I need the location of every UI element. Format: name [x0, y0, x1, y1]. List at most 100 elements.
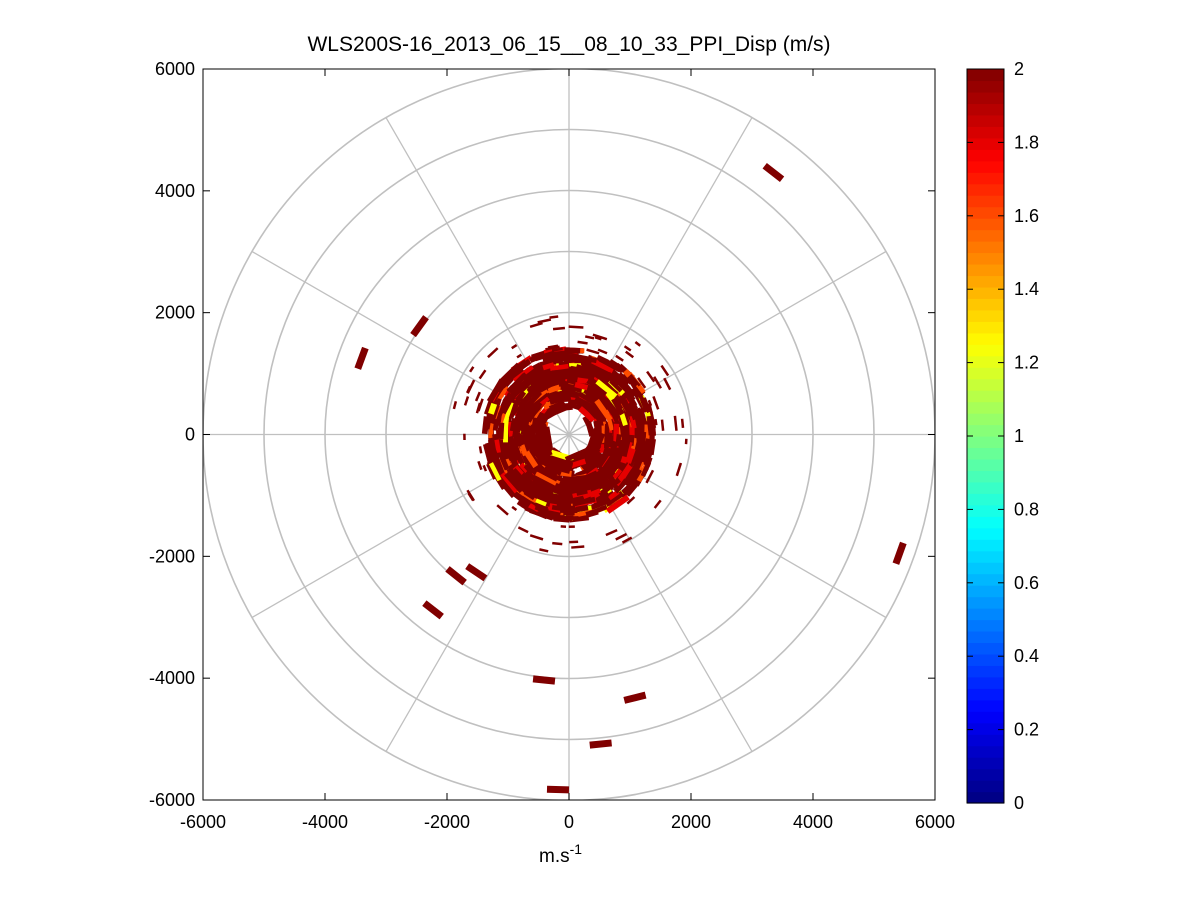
data-cell	[568, 325, 584, 329]
data-cell	[571, 353, 598, 364]
data-cell	[527, 380, 540, 393]
data-cell	[537, 318, 552, 324]
data-cell	[595, 491, 610, 503]
data-cell	[520, 495, 532, 506]
colorbar-band	[967, 390, 1004, 403]
data-cell	[612, 468, 623, 480]
data-cell	[568, 525, 575, 529]
data-cell	[684, 438, 688, 445]
colorbar-band	[967, 516, 1004, 529]
data-cell	[474, 391, 481, 402]
data-cell	[559, 490, 574, 498]
data-cell	[547, 344, 559, 349]
colorbar-band	[967, 218, 1004, 231]
colorbar-band	[967, 413, 1004, 426]
colorbar-band	[967, 585, 1004, 598]
colorbar-band	[967, 241, 1004, 254]
colorbar-band	[967, 676, 1004, 689]
data-cell	[492, 418, 500, 431]
colorbar-band	[967, 470, 1004, 483]
colorbar-band	[967, 481, 1004, 494]
isolated-return	[465, 563, 488, 582]
data-cell	[645, 469, 655, 484]
colorbar-band	[967, 734, 1004, 747]
isolated-return	[589, 739, 612, 749]
data-cell	[589, 496, 614, 511]
colorbar-band	[967, 263, 1004, 277]
data-cell	[488, 402, 498, 415]
data-cell	[516, 353, 523, 359]
data-cell	[579, 392, 602, 409]
data-cell	[611, 397, 625, 416]
data-cell	[463, 433, 466, 441]
colorbar-tick-label: 0.6	[1014, 573, 1039, 593]
isolated-return	[546, 785, 570, 794]
data-cell	[594, 398, 613, 422]
data-cell	[675, 462, 683, 477]
axis-ticks: -6000 -4000 -2000 0 2000 4000 6000 -6000 -4000 -2…	[149, 59, 955, 832]
data-cell	[594, 336, 602, 341]
colorbar-band	[967, 137, 1004, 150]
data-cell	[600, 475, 616, 491]
data-cell	[643, 441, 654, 466]
data-cell	[646, 370, 656, 383]
isolated-return	[532, 675, 556, 685]
y-tick-label: 6000	[155, 59, 195, 79]
colorbar-tick-label: 0.4	[1014, 646, 1039, 666]
data-cell	[584, 458, 603, 475]
data-cell	[591, 357, 615, 374]
y-tick-label: 4000	[155, 181, 195, 201]
data-cell	[574, 381, 589, 391]
data-cell	[504, 472, 524, 494]
data-cell	[627, 401, 639, 421]
data-cell	[551, 368, 575, 376]
data-cell	[647, 399, 653, 407]
data-cell	[576, 372, 590, 381]
data-cell	[497, 392, 512, 416]
data-cell	[673, 415, 678, 431]
colorbar-band	[967, 504, 1004, 517]
colorbar-band	[967, 160, 1004, 173]
data-cell	[484, 413, 492, 430]
data-cell	[501, 390, 517, 415]
data-cell	[510, 358, 532, 377]
data-cell	[586, 389, 602, 402]
x-axis-label: m.s-1	[539, 841, 582, 867]
data-cell	[623, 345, 632, 352]
colorbar-band	[967, 653, 1004, 666]
data-cell	[582, 415, 595, 434]
colorbar-band	[967, 91, 1004, 105]
data-cell	[537, 428, 543, 442]
chart-title: WLS200S-16_2013_06_15__08_10_33_PPI_Disp…	[307, 33, 830, 56]
grid-ring	[446, 311, 692, 558]
data-cell	[524, 470, 539, 484]
isolated-return	[445, 566, 467, 586]
data-cells	[354, 163, 907, 794]
data-cell	[558, 354, 574, 360]
y-tick-label: -4000	[149, 668, 195, 688]
colorbar-band	[967, 436, 1004, 449]
colorbar-band	[967, 114, 1004, 127]
data-cell	[558, 402, 576, 409]
data-cell	[537, 481, 561, 495]
data-cell	[534, 350, 556, 362]
data-cell	[615, 434, 622, 447]
data-cell	[594, 385, 608, 397]
colorbar-band	[967, 149, 1004, 162]
data-cell	[615, 354, 624, 362]
data-cell	[608, 367, 629, 387]
colorbar-band	[967, 619, 1004, 632]
colorbar-band	[967, 332, 1004, 345]
data-cell	[488, 462, 502, 482]
colorbar-band	[967, 424, 1004, 437]
data-cell	[521, 361, 547, 379]
colorbar-tick-label: 2	[1014, 59, 1024, 79]
colorbar-band	[967, 447, 1004, 460]
data-cell	[625, 448, 636, 464]
data-cell	[534, 440, 550, 462]
colorbar-tick-label: 0	[1014, 793, 1024, 813]
data-cell	[577, 397, 589, 406]
colorbar-band	[967, 493, 1004, 506]
data-cell	[466, 379, 476, 394]
